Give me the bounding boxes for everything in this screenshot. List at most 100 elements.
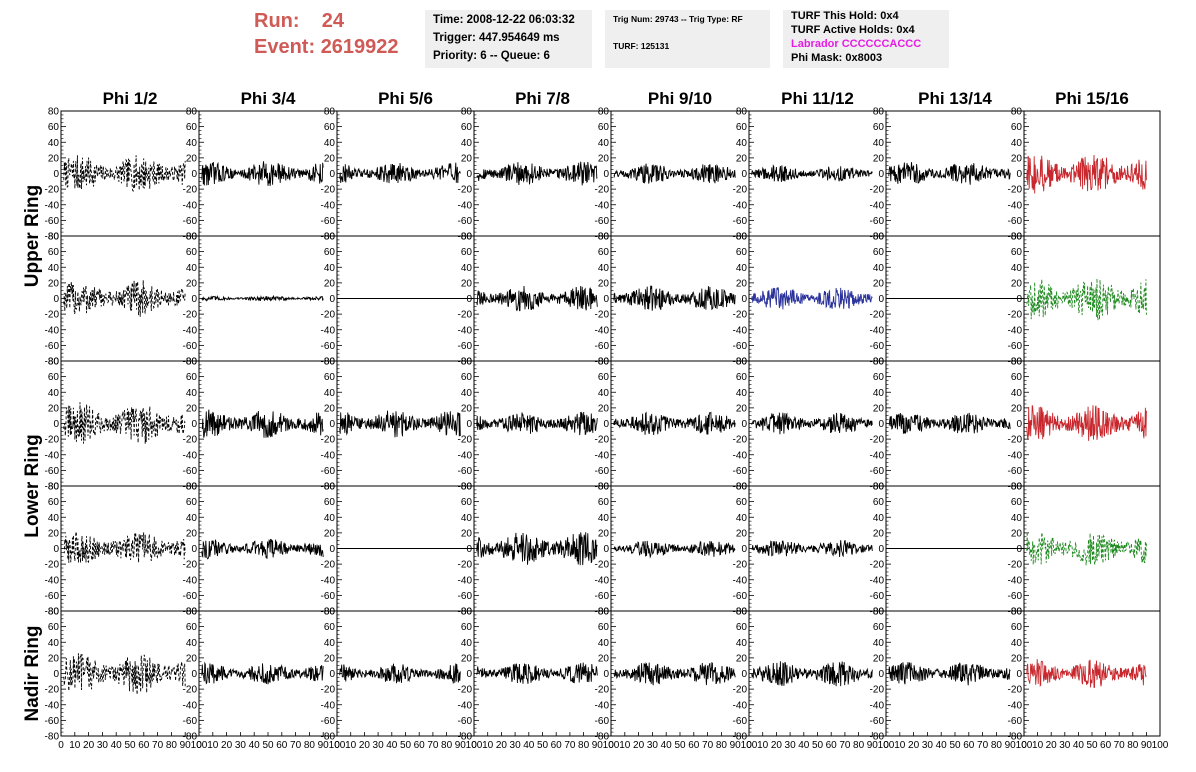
x-tick-label: 90 xyxy=(1005,740,1017,751)
y-tick-label: 0 xyxy=(466,294,472,305)
x-tick-label: 70 xyxy=(977,740,989,751)
y-tick-label: 80 xyxy=(736,482,748,493)
y-tick-label: -40 xyxy=(458,575,473,586)
y-tick-label: 40 xyxy=(873,638,885,649)
y-tick-label: 20 xyxy=(48,528,60,539)
y-tick-label: 0 xyxy=(53,669,59,680)
active-holds-text: TURF Active Holds: 0x4 xyxy=(791,24,915,36)
y-tick-label: 0 xyxy=(741,419,747,430)
y-tick-label: 20 xyxy=(873,528,885,539)
y-tick-label: -80 xyxy=(733,607,748,618)
y-tick-label: 80 xyxy=(873,107,885,118)
y-tick-label: 60 xyxy=(186,247,198,258)
y-tick-label: 40 xyxy=(324,138,336,149)
y-tick-label: -80 xyxy=(870,607,885,618)
y-tick-label: -60 xyxy=(733,716,748,727)
y-tick-label: -20 xyxy=(1008,310,1023,321)
y-tick-label: -20 xyxy=(321,310,336,321)
y-tick-label: 0 xyxy=(1016,169,1022,180)
x-tick-label: 80 xyxy=(853,740,865,751)
waveform-trace xyxy=(1026,405,1147,441)
x-tick-label: 40 xyxy=(249,740,261,751)
y-tick-label: 40 xyxy=(598,138,610,149)
y-tick-label: 60 xyxy=(186,372,198,383)
y-tick-label: -20 xyxy=(733,310,748,321)
y-tick-label: 60 xyxy=(598,497,610,508)
y-tick-label: 40 xyxy=(736,388,748,399)
x-tick-label: 20 xyxy=(221,740,233,751)
y-tick-label: 0 xyxy=(603,419,609,430)
y-tick-label: -40 xyxy=(321,325,336,336)
x-tick-label: 0 xyxy=(746,740,752,751)
y-tick-label: -60 xyxy=(321,591,336,602)
waveform-trace xyxy=(751,661,873,687)
y-tick-label: -40 xyxy=(45,450,60,461)
y-tick-label: -40 xyxy=(321,575,336,586)
y-tick-label: 20 xyxy=(736,528,748,539)
y-tick-label: -20 xyxy=(1008,435,1023,446)
y-tick-label: 20 xyxy=(186,278,198,289)
y-tick-label: 60 xyxy=(736,622,748,633)
y-tick-label: 80 xyxy=(598,107,610,118)
y-tick-label: -40 xyxy=(1008,325,1023,336)
run-label: Run: xyxy=(254,10,300,32)
x-tick-label: 30 xyxy=(235,740,247,751)
y-tick-label: 80 xyxy=(461,107,473,118)
y-tick-label: 40 xyxy=(186,638,198,649)
column-header: Phi 7/8 xyxy=(515,89,570,108)
y-tick-label: -60 xyxy=(45,216,60,227)
y-tick-label: 40 xyxy=(48,138,60,149)
y-tick-label: -20 xyxy=(183,560,198,571)
y-tick-label: 80 xyxy=(324,107,336,118)
y-tick-label: -40 xyxy=(45,700,60,711)
y-tick-label: -40 xyxy=(595,200,610,211)
y-tick-label: -80 xyxy=(45,607,60,618)
y-tick-label: 0 xyxy=(53,169,59,180)
y-tick-label: 60 xyxy=(598,372,610,383)
waveform-trace xyxy=(63,531,186,564)
y-tick-label: -60 xyxy=(595,216,610,227)
y-tick-label: 0 xyxy=(1016,544,1022,555)
y-tick-label: -60 xyxy=(870,591,885,602)
y-tick-label: -60 xyxy=(870,341,885,352)
column-header: Phi 13/14 xyxy=(918,89,992,108)
y-tick-label: 0 xyxy=(329,544,335,555)
x-tick-label: 60 xyxy=(826,740,838,751)
y-tick-label: 60 xyxy=(48,247,60,258)
y-tick-label: 80 xyxy=(186,482,198,493)
y-tick-label: 80 xyxy=(48,107,60,118)
y-tick-label: -20 xyxy=(45,185,60,196)
y-tick-label: -80 xyxy=(321,482,336,493)
waveform-trace xyxy=(888,412,1011,434)
x-tick-label: 100 xyxy=(878,740,895,751)
y-tick-label: 0 xyxy=(603,294,609,305)
y-tick-label: 80 xyxy=(324,607,336,618)
y-tick-label: -20 xyxy=(733,185,748,196)
y-tick-label: 20 xyxy=(736,153,748,164)
x-tick-label: 0 xyxy=(471,740,477,751)
x-tick-label: 60 xyxy=(688,740,700,751)
waveform-trace xyxy=(1026,659,1147,688)
x-tick-label: 10 xyxy=(757,740,769,751)
y-tick-label: 40 xyxy=(48,638,60,649)
y-tick-label: -80 xyxy=(45,732,60,743)
y-tick-label: 80 xyxy=(1011,232,1023,243)
y-tick-label: -20 xyxy=(45,685,60,696)
y-tick-label: -80 xyxy=(595,232,610,243)
y-tick-label: -60 xyxy=(458,591,473,602)
y-tick-label: 60 xyxy=(598,622,610,633)
y-tick-label: -20 xyxy=(1008,560,1023,571)
y-tick-label: 60 xyxy=(461,497,473,508)
y-tick-label: 40 xyxy=(324,263,336,274)
y-tick-label: 80 xyxy=(324,232,336,243)
y-tick-label: 0 xyxy=(741,544,747,555)
waveform-trace xyxy=(201,538,324,560)
y-tick-label: 40 xyxy=(1011,388,1023,399)
y-tick-label: 20 xyxy=(1011,528,1023,539)
y-tick-label: -80 xyxy=(45,232,60,243)
y-tick-label: 0 xyxy=(329,294,335,305)
y-tick-label: 20 xyxy=(48,153,60,164)
x-tick-label: 60 xyxy=(963,740,975,751)
y-tick-label: 0 xyxy=(53,544,59,555)
y-tick-label: 20 xyxy=(48,278,60,289)
